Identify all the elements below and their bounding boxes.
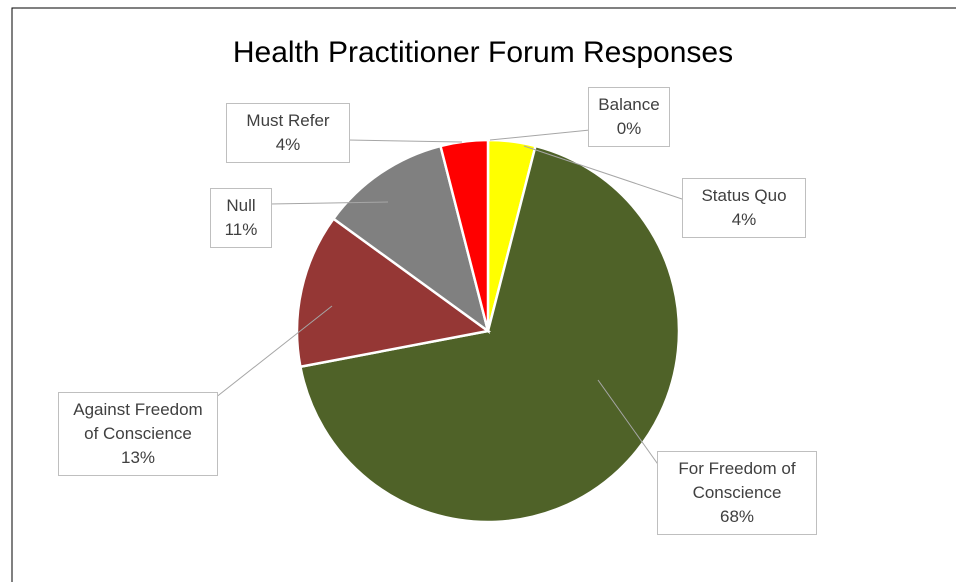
- data-label: Null 11%: [210, 188, 272, 248]
- label-value: 4%: [275, 135, 301, 154]
- pie-slice: [298, 144, 681, 524]
- leader-line: [489, 129, 591, 141]
- chart-title: Health Practitioner Forum Responses: [232, 36, 734, 69]
- data-label: Against Freedom of Conscience 13%: [58, 392, 218, 476]
- leader-line: [347, 139, 463, 143]
- leader-line: [269, 201, 389, 205]
- label-name: Status Quo: [701, 186, 787, 205]
- label-value: 4%: [731, 210, 757, 229]
- label-name: Null: [226, 196, 256, 215]
- data-label: Must Refer 4%: [226, 103, 350, 163]
- label-name: Balance: [598, 95, 660, 114]
- label-name: Against Freedom of Conscience: [73, 400, 203, 443]
- label-name: Must Refer: [246, 111, 330, 130]
- leader-line: [597, 379, 663, 471]
- leader-line: [523, 145, 686, 201]
- label-value: 11%: [224, 220, 258, 239]
- pie-slice: [295, 216, 492, 369]
- label-name: For Freedom of Conscience: [678, 459, 796, 502]
- label-value: 68%: [719, 507, 755, 526]
- data-label: Status Quo 4%: [682, 178, 806, 238]
- frame: [11, 7, 956, 582]
- pie-slice: [438, 138, 490, 332]
- pie-slice: [331, 144, 491, 335]
- leader-line: [214, 305, 333, 399]
- label-value: 13%: [120, 448, 156, 467]
- label-value: 0%: [616, 119, 642, 138]
- data-label: Balance 0%: [588, 87, 670, 147]
- data-label: For Freedom of Conscience 68%: [657, 451, 817, 535]
